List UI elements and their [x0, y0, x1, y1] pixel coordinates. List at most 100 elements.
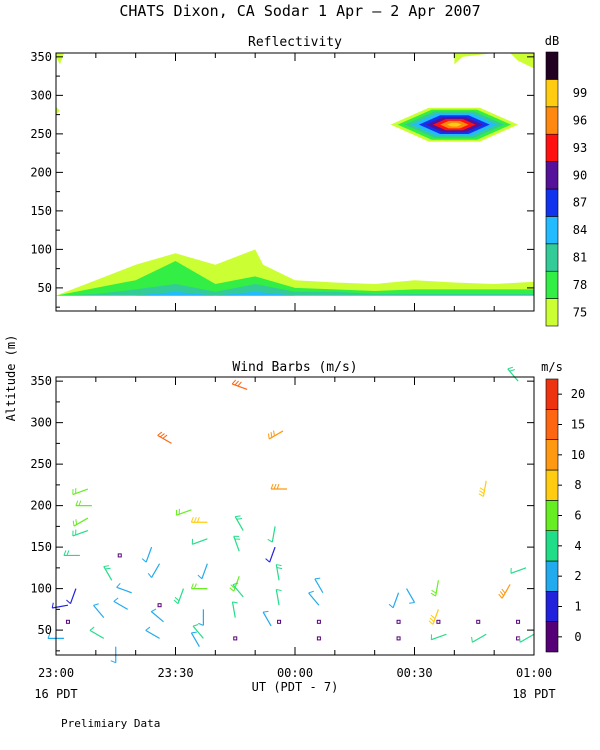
- wind-barb: [145, 626, 160, 639]
- wind-x-axis: 23:00 23:30 00:00 00:30 01:00: [38, 377, 552, 680]
- wind-barb: [267, 430, 284, 440]
- wind-frame: [55, 376, 535, 656]
- wind-barb: [72, 517, 89, 527]
- wind-barb: [63, 550, 80, 557]
- reflectivity-colorbar-label: 90: [573, 168, 587, 182]
- reflectivity-ytick-label: 100: [30, 242, 52, 256]
- reflectivity-panel: Reflectivity 50 100 150 200 250 300 350 75 78 81…: [30, 34, 587, 327]
- wind-colorbar-swatch-7: [545, 409, 559, 440]
- y-axis-label: Altitude (m): [4, 335, 18, 422]
- wind-barb: [314, 577, 324, 594]
- wind-barb: [141, 546, 153, 563]
- x-tick-label: 00:00: [277, 666, 313, 680]
- wind-calm-marker: [516, 619, 521, 624]
- wind-barb: [275, 564, 283, 581]
- contour-layer-84: [56, 291, 534, 296]
- reflectivity-swatch-6: [545, 133, 559, 162]
- wind-barb: [507, 366, 519, 382]
- reflectivity-swatch-4: [545, 188, 559, 217]
- wind-barb: [275, 588, 282, 606]
- footnote: Prelimiary Data: [61, 717, 160, 730]
- wind-barb: [51, 602, 69, 609]
- wind-barb: [157, 431, 172, 444]
- wind-ytick-label: 250: [30, 457, 52, 471]
- wind-barb: [308, 590, 320, 606]
- contour-patch-1: [510, 53, 534, 69]
- contour-patch-2: [56, 53, 64, 65]
- reflectivity-ytick-label: 350: [30, 50, 52, 64]
- wind-colorbar-label: 20: [571, 387, 585, 401]
- wind-barb: [147, 563, 161, 578]
- wind-barb: [197, 563, 208, 580]
- reflectivity-ytick-label: 300: [30, 88, 52, 102]
- reflectivity-colorbar-label: 84: [573, 223, 587, 237]
- wind-calm-marker: [233, 636, 238, 641]
- wind-calm-marker: [476, 619, 481, 624]
- wind-barb: [192, 623, 204, 639]
- wind-barb: [265, 546, 276, 563]
- wind-barb: [173, 588, 185, 605]
- reflectivity-ytick-label: 150: [30, 204, 52, 218]
- wind-colorbar-swatch-1: [545, 591, 559, 622]
- reflectivity-swatch-8: [545, 79, 559, 108]
- wind-ytick-label: 50: [38, 623, 52, 637]
- wind-barb: [150, 608, 164, 623]
- wind-barb: [89, 626, 105, 639]
- wind-barb: [103, 565, 113, 581]
- reflectivity-swatch-5: [545, 161, 559, 190]
- wind-colorbar-label: 0: [574, 630, 581, 644]
- wind-barb: [75, 500, 92, 507]
- reflectivity-colorbar-label: 81: [573, 251, 587, 265]
- x-tick-label: 01:00: [516, 666, 552, 680]
- reflectivity-colorbar-label: 99: [573, 86, 587, 100]
- wind-colorbar-swatch-5: [545, 469, 559, 501]
- wind-barb: [190, 583, 208, 590]
- wind-barb: [72, 488, 89, 496]
- wind-ytick-label: 350: [30, 374, 52, 388]
- reflectivity-ytick-label: 50: [38, 281, 52, 295]
- contour-patch-0: [454, 53, 495, 65]
- figure-title: CHATS Dixon, CA Sodar 1 Apr – 2 Apr 2007: [119, 2, 480, 20]
- wind-colorbar-unit: m/s: [541, 360, 563, 374]
- x-start-label: 16 PDT: [34, 687, 77, 701]
- wind-barb: [233, 535, 241, 552]
- wind-barb: [498, 584, 511, 599]
- reflectivity-swatch-7: [545, 106, 559, 135]
- wind-y-axis: 50 100 150 200 250 300 350: [30, 374, 534, 652]
- wind-calm-marker: [157, 603, 162, 608]
- x-tick-label: 00:30: [396, 666, 432, 680]
- wind-barb: [191, 538, 208, 545]
- wind-colorbar-label: 8: [574, 478, 581, 492]
- wind-calm-marker: [436, 619, 441, 624]
- wind-barb: [430, 580, 439, 597]
- wind-barb: [267, 526, 276, 543]
- wind-colorbar-swatch-0: [545, 621, 559, 653]
- wind-colorbar-swatch-4: [545, 500, 559, 531]
- x-end-label: 18 PDT: [512, 687, 555, 701]
- wind-barb: [231, 379, 248, 391]
- wind-colorbar-swatch-2: [545, 560, 559, 592]
- wind-barb: [72, 529, 89, 537]
- wind-calm-marker: [65, 619, 70, 624]
- hotspot-ring-99: [447, 122, 462, 127]
- wind-barb: [234, 515, 244, 531]
- reflectivity-swatch-9: [545, 51, 559, 80]
- wind-barb: [231, 601, 238, 618]
- reflectivity-ytick-label: 250: [30, 127, 52, 141]
- wind-calm-marker: [316, 619, 321, 624]
- contour-patch-3: [56, 106, 60, 115]
- reflectivity-swatch-0: [545, 298, 559, 327]
- reflectivity-colorbar-unit: dB: [545, 34, 559, 48]
- wind-barb: [175, 508, 192, 516]
- wind-barb: [93, 603, 105, 619]
- wind-colorbar-label: 1: [574, 600, 581, 614]
- wind-barb: [232, 582, 244, 598]
- wind-title: Wind Barbs (m/s): [232, 360, 357, 375]
- wind-barb: [478, 480, 487, 497]
- wind-colorbar-label: 10: [571, 448, 585, 462]
- wind-ytick-label: 100: [30, 582, 52, 596]
- wind-barb: [113, 597, 128, 610]
- wind-calm-marker: [396, 636, 401, 641]
- reflectivity-contours: [56, 53, 534, 296]
